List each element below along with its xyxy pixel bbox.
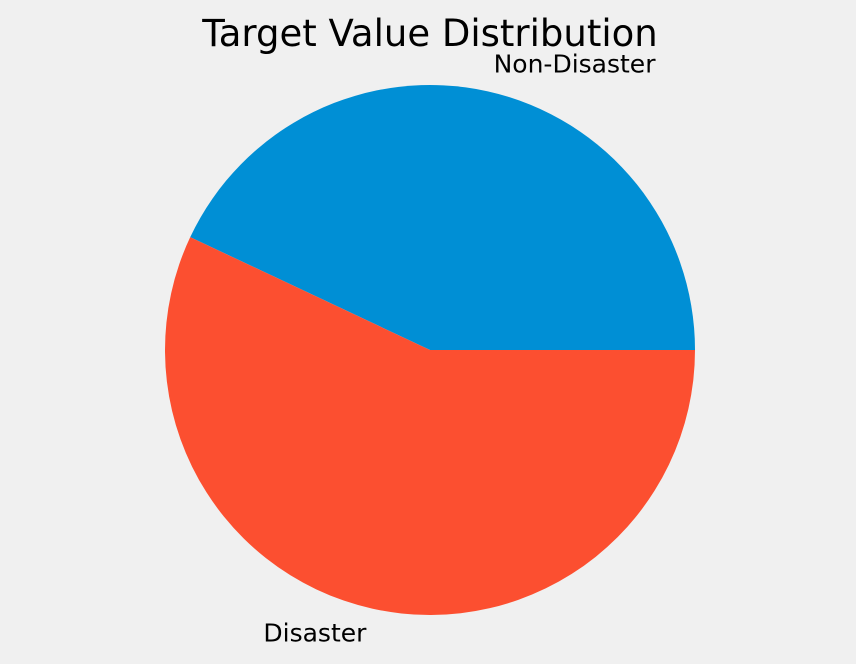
pie-slice-non-disaster [190, 85, 695, 351]
slice-label-disaster: Disaster [263, 618, 367, 647]
pie-slices [164, 85, 695, 615]
slice-label-non-disaster: Non-Disaster [494, 50, 657, 79]
pie-slice-disaster [164, 237, 695, 615]
chart-title: Target Value Distribution [201, 12, 657, 55]
pie-labels: Non-Disaster Disaster [263, 50, 656, 648]
